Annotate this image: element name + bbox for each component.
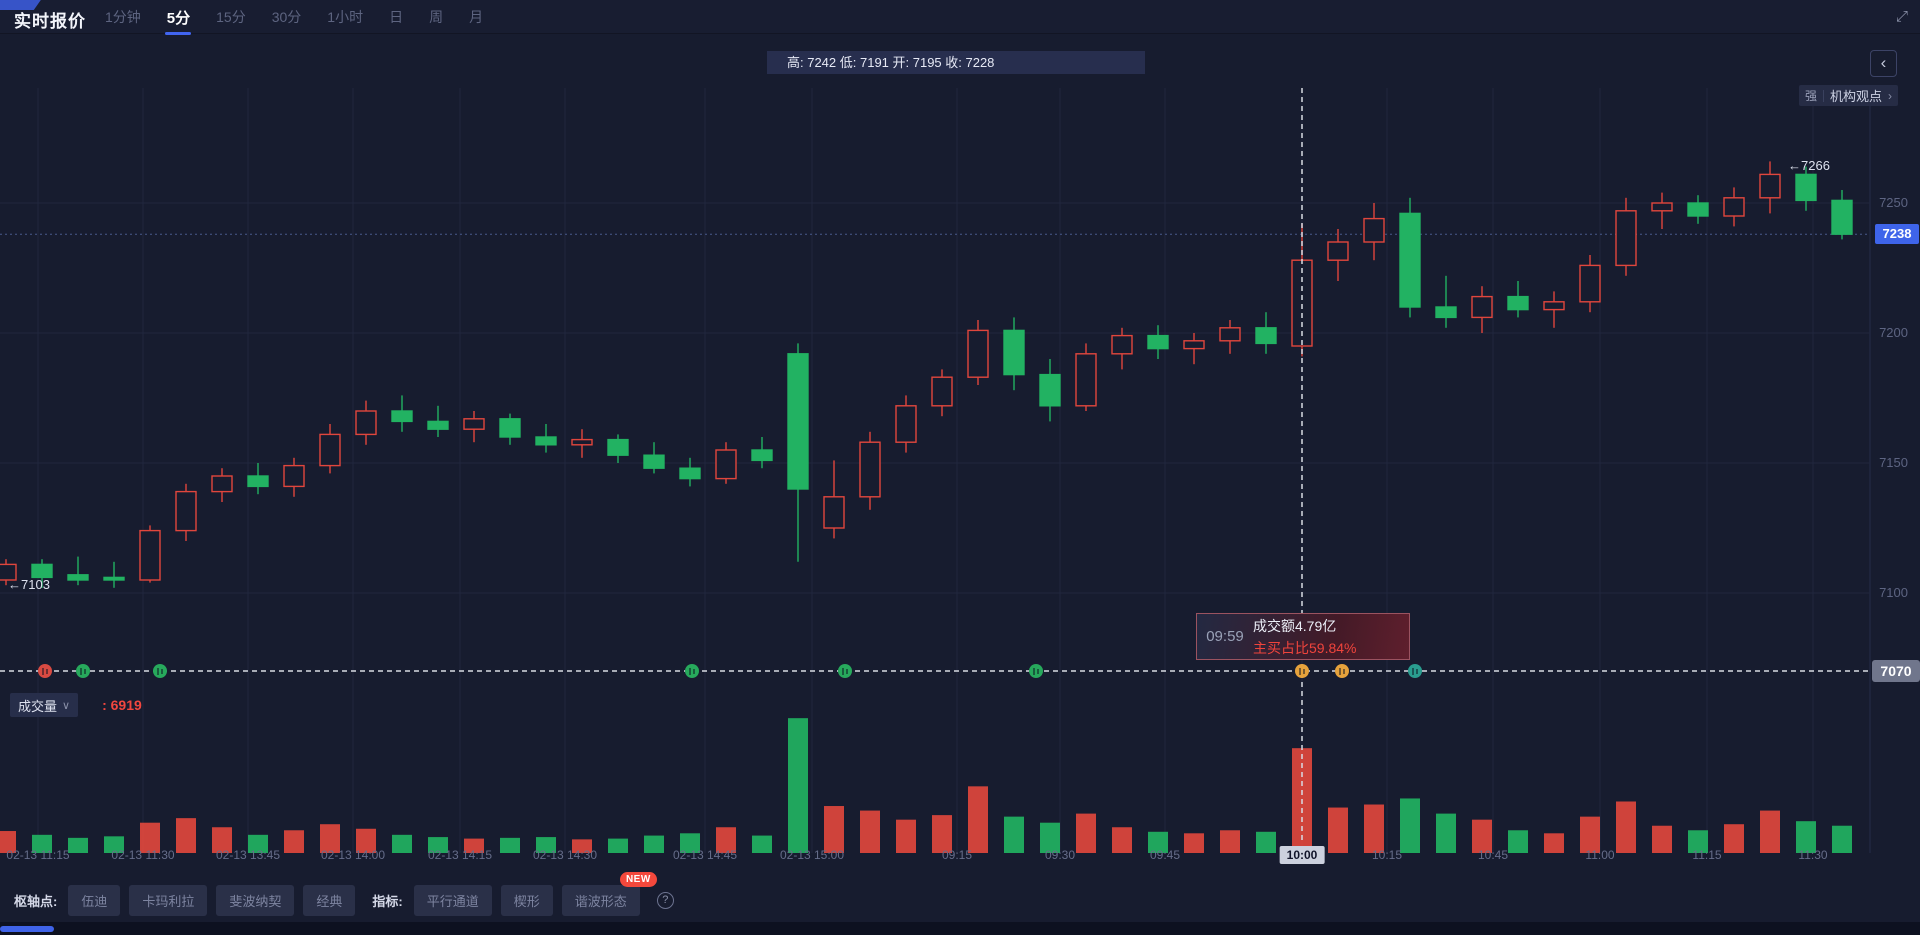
time-label-highlighted: 10:00 xyxy=(1279,846,1325,864)
time-label: 02-13 15:00 xyxy=(779,848,845,862)
page-title: 实时报价 xyxy=(14,12,86,31)
chevron-down-icon: ∨ xyxy=(62,699,71,712)
signal-marker[interactable] xyxy=(153,664,167,678)
volume-value: : 6919 xyxy=(102,697,142,713)
time-label: 11:15 xyxy=(1692,848,1722,862)
signal-marker[interactable] xyxy=(1295,664,1309,678)
chevron-left-icon: ‹ xyxy=(1880,53,1887,72)
time-label: 11:00 xyxy=(1585,848,1615,862)
pivot-button[interactable]: 斐波纳契 xyxy=(216,884,295,916)
volume-pane-header: 成交量 ∨ : 6919 xyxy=(0,692,142,718)
current-price-badge: 7238 xyxy=(1875,224,1919,244)
crosshair-price-badge: 7070 xyxy=(1872,660,1920,682)
strength-badge: 强 xyxy=(1805,89,1818,103)
indicator-button[interactable]: 平行通道 xyxy=(413,884,492,916)
volume-layer xyxy=(0,718,1852,853)
signal-marker[interactable] xyxy=(38,664,52,678)
top-bar: 实时报价 1分钟 5分 15分 30分 1小时 日 周 月 ⤢ xyxy=(0,0,1920,34)
time-label: 02-13 11:30 xyxy=(111,848,175,862)
indicator-button[interactable]: 谐波形态 NEW xyxy=(561,871,657,916)
scrollbar-thumb[interactable] xyxy=(0,926,54,932)
time-label: 09:30 xyxy=(1044,848,1076,862)
time-label: 02-13 14:45 xyxy=(672,848,738,862)
crosshair-layer xyxy=(0,88,1868,843)
signal-marker[interactable] xyxy=(76,664,90,678)
high-price-annotation: ←7266 xyxy=(1788,158,1830,173)
interval-tabs: 1分钟 5分 15分 30分 1小时 日 周 月 xyxy=(105,0,483,34)
interval-tab[interactable]: 日 xyxy=(389,9,404,25)
time-label: 02-13 14:30 xyxy=(532,848,598,862)
time-label: 09:15 xyxy=(941,848,973,862)
signal-marker[interactable] xyxy=(685,664,699,678)
collapse-panel-button[interactable]: ‹ xyxy=(1870,50,1897,77)
candles-layer[interactable] xyxy=(0,161,1853,588)
price-tick-label: 7100 xyxy=(1879,585,1908,600)
signal-marker[interactable] xyxy=(1408,664,1422,678)
chevron-right-icon: › xyxy=(1888,88,1893,103)
pivot-button[interactable]: 伍迪 xyxy=(68,884,121,916)
price-tick-label: 7250 xyxy=(1879,195,1908,210)
time-label: 10:15 xyxy=(1371,848,1403,862)
new-badge: NEW xyxy=(619,871,657,887)
tooltip-main-buy: 主买占比59.84% xyxy=(1253,639,1357,656)
volume-label: 成交量 xyxy=(18,698,58,714)
pivot-button[interactable]: 卡玛利拉 xyxy=(129,884,208,916)
tooltip-time: 09:59 xyxy=(1206,628,1244,645)
interval-tab[interactable]: 周 xyxy=(429,9,444,25)
institution-view-label: 机构观点 xyxy=(1830,89,1883,104)
pivot-button[interactable]: 经典 xyxy=(303,884,356,916)
time-label: 02-13 13:45 xyxy=(215,848,281,862)
expand-icon[interactable]: ⤢ xyxy=(1895,8,1908,25)
time-label: 09:45 xyxy=(1149,848,1181,862)
interval-tab[interactable]: 1分钟 xyxy=(105,9,141,25)
volume-indicator-selector[interactable]: 成交量 ∨ xyxy=(10,693,79,717)
bottom-scrollbar xyxy=(0,922,1920,935)
ohlc-info-bar: 高: 7242 低: 7191 开: 7195 收: 7228 xyxy=(767,51,1145,74)
time-label: 11:30 xyxy=(1798,848,1828,862)
tooltip-turnover: 成交额4.79亿 xyxy=(1253,617,1337,634)
interval-tab[interactable]: 15分 xyxy=(216,9,246,25)
interval-tab[interactable]: 1小时 xyxy=(327,9,364,25)
signal-marker[interactable] xyxy=(838,664,852,678)
drawing-toolbar: 枢轴点: 伍迪 卡玛利拉 斐波纳契 经典 指标: 平行通道 楔形 谐波形态 NEW ? xyxy=(14,871,674,916)
price-tick-label: 7150 xyxy=(1879,455,1908,470)
interval-tab[interactable]: 30分 xyxy=(271,9,302,25)
price-tick-label: 7200 xyxy=(1879,325,1908,340)
time-label: 02-13 11:15 xyxy=(6,848,70,862)
interval-tab[interactable]: 月 xyxy=(469,9,484,25)
indicator-label: 指标: xyxy=(372,893,403,909)
pivot-label: 枢轴点: xyxy=(14,893,58,909)
hover-tooltip: 09:59 成交额4.79亿 主买占比59.84% xyxy=(1196,613,1410,660)
help-icon[interactable]: ? xyxy=(656,891,674,909)
indicator-button[interactable]: 楔形 xyxy=(500,884,553,916)
signal-marker[interactable] xyxy=(1335,664,1349,678)
time-label: 10:45 xyxy=(1477,848,1509,862)
low-price-annotation: ←7103 xyxy=(8,577,50,592)
time-label: 02-13 14:15 xyxy=(427,848,493,862)
divider xyxy=(1823,89,1825,102)
grid-layer xyxy=(0,88,1871,853)
time-label: 02-13 14:00 xyxy=(320,848,386,862)
interval-tab[interactable]: 5分 xyxy=(167,0,190,36)
signal-marker[interactable] xyxy=(1029,664,1043,678)
institution-view-link[interactable]: 强 机构观点 › xyxy=(1799,85,1899,106)
